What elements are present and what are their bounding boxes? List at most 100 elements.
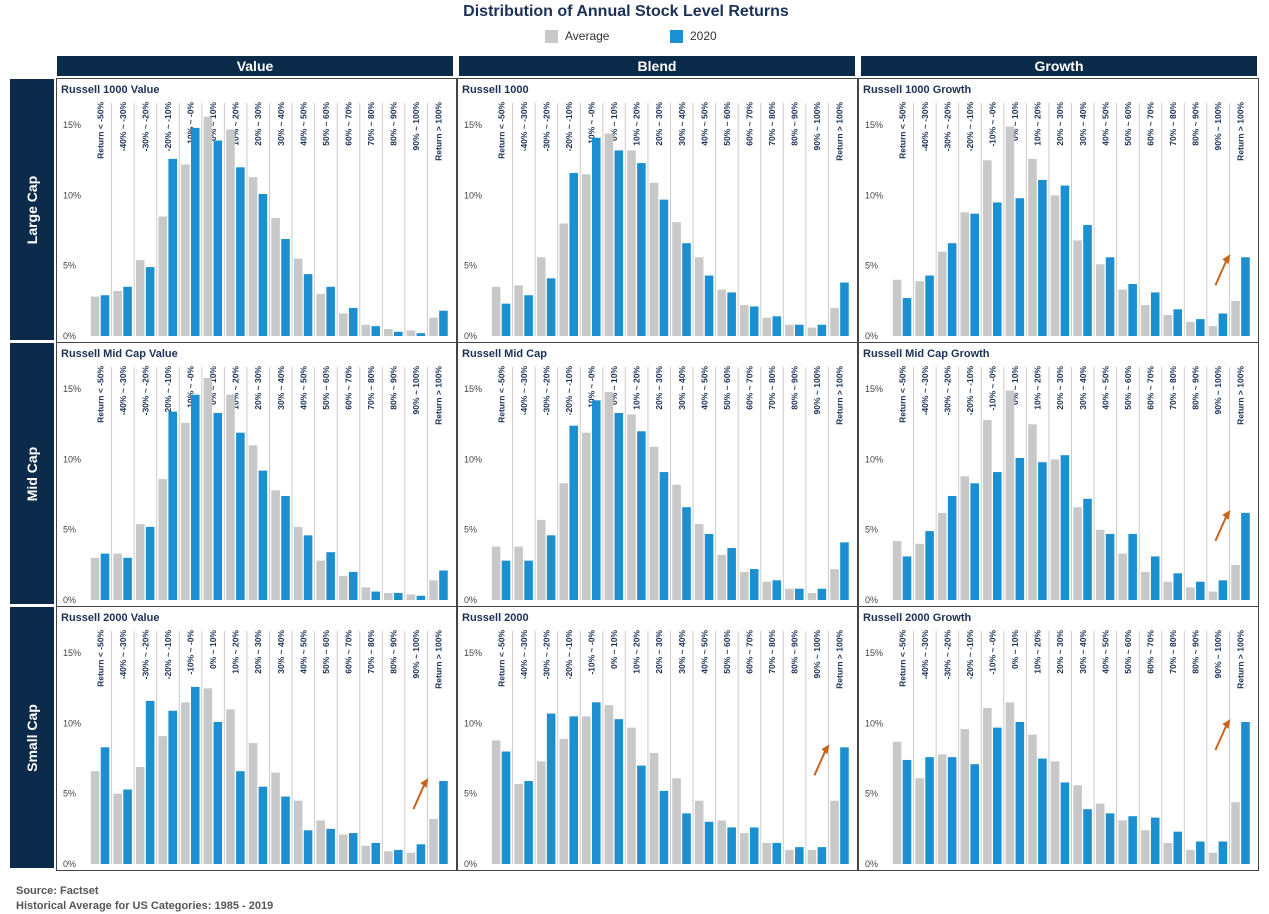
bar-2020 xyxy=(749,569,759,600)
bar-2020 xyxy=(1196,841,1205,864)
bar-average xyxy=(181,702,190,864)
category-label: 10% ~ 20% xyxy=(231,366,241,410)
category-label: -40% ~ -30% xyxy=(118,102,128,152)
category-label: -30% ~ -20% xyxy=(140,630,150,680)
category-label: 70% ~ 80% xyxy=(366,366,376,410)
y-tick-label: 5% xyxy=(464,525,477,535)
bar-2020 xyxy=(817,324,827,336)
row-header-small-cap: Small Cap xyxy=(10,607,54,868)
category-label: 80% ~ 90% xyxy=(1191,630,1201,674)
bar-2020 xyxy=(569,716,578,864)
chart-panel: Russell 2000 0% 5% 10% 15% Return < -50% -40% … xyxy=(457,606,858,871)
bar-average xyxy=(248,445,258,600)
bar-average xyxy=(271,217,280,336)
bar-average xyxy=(536,257,546,336)
y-tick-label: 5% xyxy=(63,261,76,271)
category-label: 10% ~ 20% xyxy=(1033,630,1043,674)
panel-title: Russell Mid Cap Value xyxy=(61,348,178,360)
category-label: 0% ~ 10% xyxy=(1010,102,1020,141)
y-tick-label: 0% xyxy=(865,859,878,869)
bar-2020 xyxy=(795,588,804,600)
category-label: 50% ~ 60% xyxy=(321,102,331,146)
bar-average xyxy=(316,820,326,864)
category-label: 0% ~ 10% xyxy=(609,630,619,669)
bar-average xyxy=(739,571,749,600)
panel-title: Russell 1000 xyxy=(462,84,529,96)
bar-average xyxy=(338,576,348,600)
bar-2020 xyxy=(727,547,736,600)
bar-2020 xyxy=(394,592,403,600)
bar-2020 xyxy=(817,847,827,864)
chart-panel: Russell Mid Cap 0% 5% 10% 15% Return < -50% -4… xyxy=(457,342,858,607)
bar-average xyxy=(514,783,523,864)
category-label: 40% ~ 50% xyxy=(1100,630,1110,674)
bar-2020 xyxy=(501,751,511,864)
category-label: Return < -50% xyxy=(95,102,105,159)
category-label: 50% ~ 60% xyxy=(722,366,732,410)
y-tick-label: 10% xyxy=(464,718,482,728)
category-label: Return < -50% xyxy=(897,630,907,687)
bar-2020 xyxy=(1173,309,1183,336)
bar-chart: 0% 5% 10% 15% Return < -50% -40% ~ -30% -30% ~… xyxy=(464,366,849,605)
category-label: 90% ~ 100% xyxy=(812,366,822,415)
bar-average xyxy=(960,212,970,336)
bar-average xyxy=(384,328,393,336)
bar-2020 xyxy=(817,588,827,600)
category-label: Return > 100% xyxy=(1236,102,1246,161)
bar-average xyxy=(384,592,393,600)
y-tick-label: 0% xyxy=(63,859,76,869)
category-label: Return < -50% xyxy=(897,102,907,159)
y-tick-label: 10% xyxy=(464,190,482,200)
bar-average xyxy=(1140,571,1150,600)
y-tick-label: 15% xyxy=(464,384,482,394)
category-label: 10% ~ 20% xyxy=(632,102,642,146)
bar-2020 xyxy=(1083,809,1092,864)
bar-average xyxy=(785,324,794,336)
bar-2020 xyxy=(591,400,601,600)
category-label: Return < -50% xyxy=(496,630,506,687)
category-label: 10% ~ 20% xyxy=(231,630,241,674)
bar-2020 xyxy=(371,326,381,336)
chart-title: Distribution of Annual Stock Level Retur… xyxy=(463,3,789,20)
category-label: -20% ~ -10% xyxy=(965,366,975,416)
bar-average xyxy=(248,177,258,336)
bar-2020 xyxy=(1128,283,1137,336)
bar-2020 xyxy=(326,828,335,864)
chart-panel: Russell 2000 Growth 0% 5% 10% 15% Return < -5… xyxy=(858,606,1259,871)
bar-2020 xyxy=(795,324,804,336)
bar-2020 xyxy=(303,830,313,864)
row-header-large-cap: Large Cap xyxy=(10,79,54,340)
category-label: -20% ~ -10% xyxy=(965,102,975,152)
bar-average xyxy=(226,129,235,336)
category-label: 40% ~ 50% xyxy=(699,366,709,410)
category-label: -20% ~ -10% xyxy=(163,630,173,680)
y-tick-label: 15% xyxy=(464,120,482,130)
category-label: 60% ~ 70% xyxy=(1145,366,1155,410)
category-label: 80% ~ 90% xyxy=(1191,102,1201,146)
bar-2020 xyxy=(704,275,714,336)
category-label: 40% ~ 50% xyxy=(298,366,308,410)
bar-average xyxy=(627,727,636,864)
panel-title: Russell 2000 Growth xyxy=(863,612,972,624)
category-label: -10% ~ -0% xyxy=(587,630,597,675)
category-label: -20% ~ -10% xyxy=(564,366,574,416)
bar-2020 xyxy=(190,686,200,864)
category-label: 60% ~ 70% xyxy=(744,102,754,146)
legend-label-average: Average xyxy=(565,29,610,43)
category-label: 40% ~ 50% xyxy=(1100,102,1110,146)
bar-average xyxy=(807,849,817,864)
y-tick-label: 5% xyxy=(63,789,76,799)
bar-average xyxy=(1005,126,1015,336)
panel-title: Russell 1000 Growth xyxy=(863,84,972,96)
bar-average xyxy=(1028,424,1037,600)
bar-average xyxy=(960,476,970,600)
bar-average xyxy=(1186,587,1195,600)
category-label: 60% ~ 70% xyxy=(1145,630,1155,674)
category-label: -10% ~ -0% xyxy=(186,630,196,675)
bar-2020 xyxy=(749,827,759,864)
bar-2020 xyxy=(840,282,849,336)
category-label: -40% ~ -30% xyxy=(920,366,930,416)
bar-2020 xyxy=(1015,458,1025,600)
bar-2020 xyxy=(992,202,1002,336)
bar-average xyxy=(293,526,303,600)
